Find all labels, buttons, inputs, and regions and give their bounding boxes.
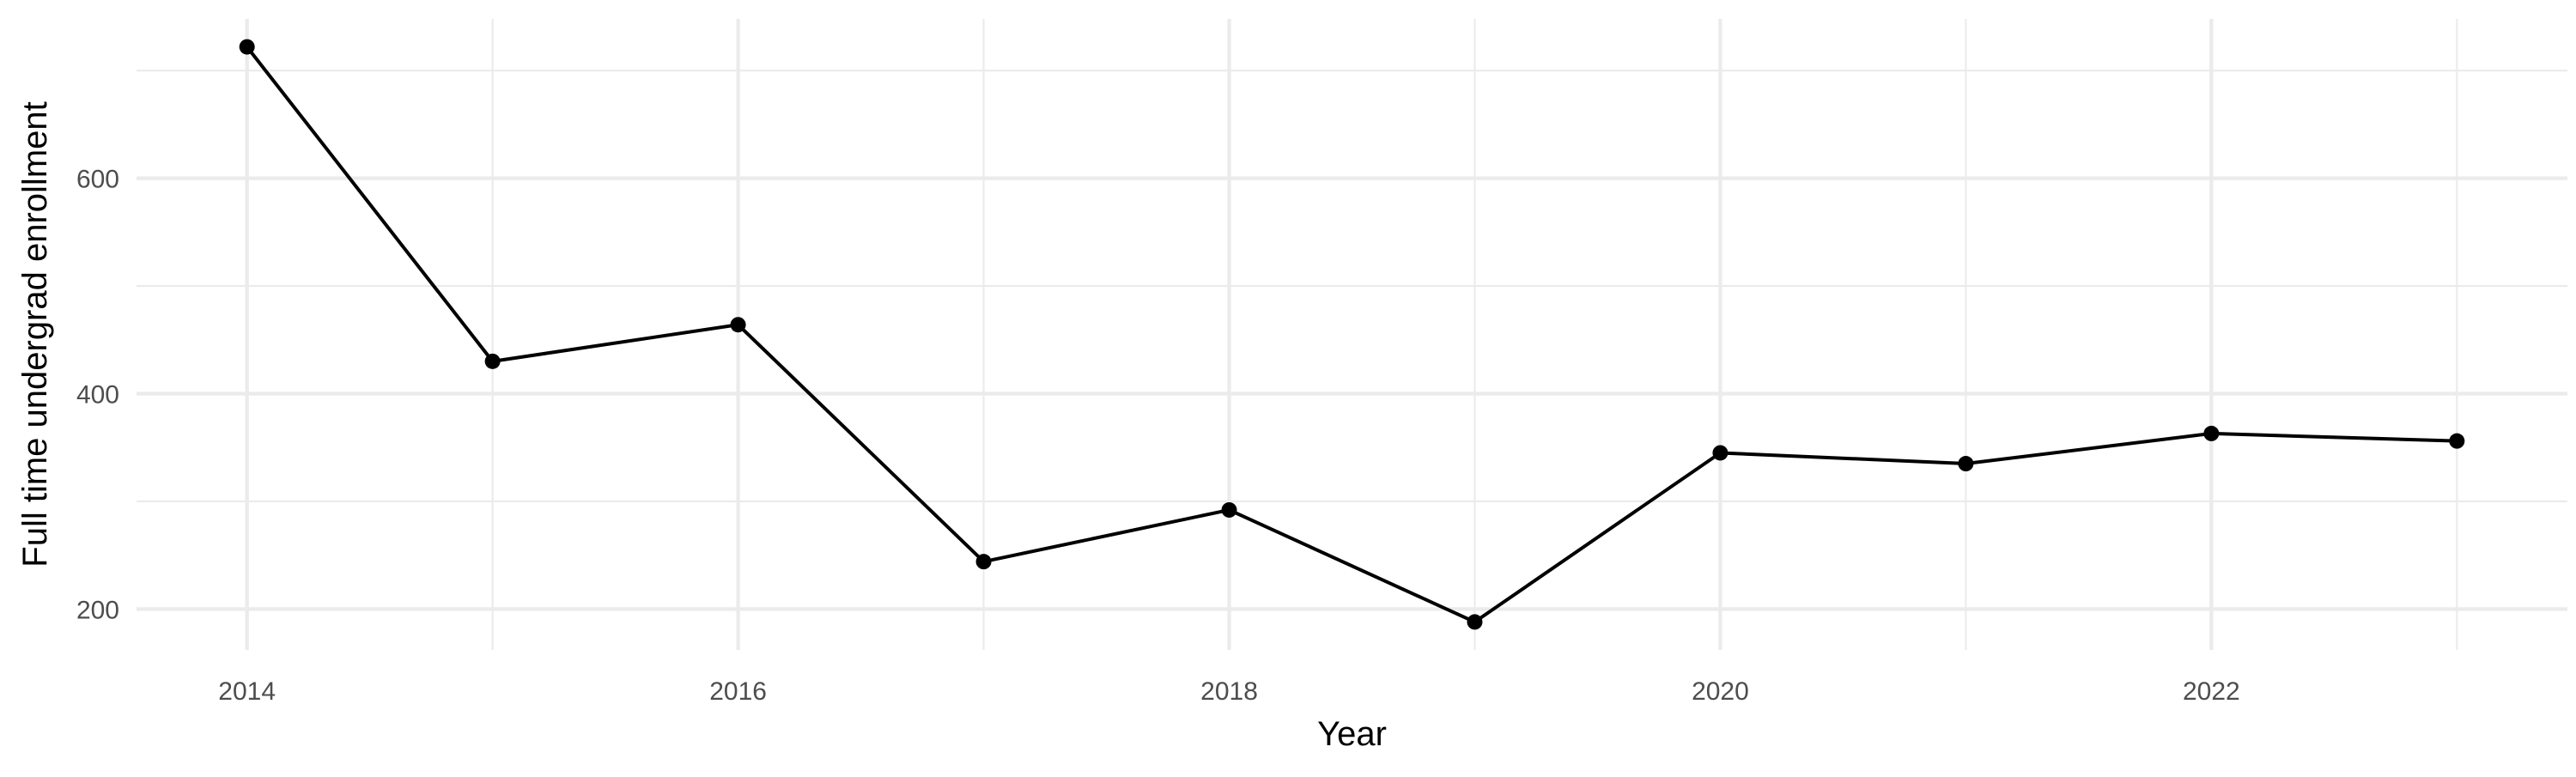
series-layer xyxy=(246,46,2458,624)
y-tick-label: 200 xyxy=(76,596,119,624)
points-layer xyxy=(239,39,2465,630)
y-tick-label: 600 xyxy=(76,166,119,194)
minor-gridlines xyxy=(137,19,2567,650)
data-point xyxy=(730,317,746,333)
data-point xyxy=(1958,456,1974,472)
data-point xyxy=(1221,501,1237,518)
data-point xyxy=(2203,425,2220,441)
x-tick-label: 2018 xyxy=(1200,677,1258,706)
x-tick-label: 2020 xyxy=(1692,677,1749,706)
data-point xyxy=(484,353,501,369)
major-gridlines xyxy=(137,19,2567,650)
x-tick-label: 2016 xyxy=(709,677,767,706)
x-axis-title: Year xyxy=(1317,715,1387,753)
tick-labels: 2014 2016 2018 2020 2022 200 400 600 xyxy=(76,166,2240,706)
x-tick-label: 2014 xyxy=(218,677,276,706)
data-point xyxy=(975,554,992,570)
y-axis-title: Full time undergrad enrollment xyxy=(16,101,54,567)
x-tick-label: 2022 xyxy=(2183,677,2240,706)
data-point xyxy=(239,39,255,55)
data-point xyxy=(1712,445,1728,461)
y-tick-label: 400 xyxy=(76,380,119,409)
data-point xyxy=(2449,433,2465,449)
data-point xyxy=(1467,614,1483,630)
series-line xyxy=(246,46,2458,624)
